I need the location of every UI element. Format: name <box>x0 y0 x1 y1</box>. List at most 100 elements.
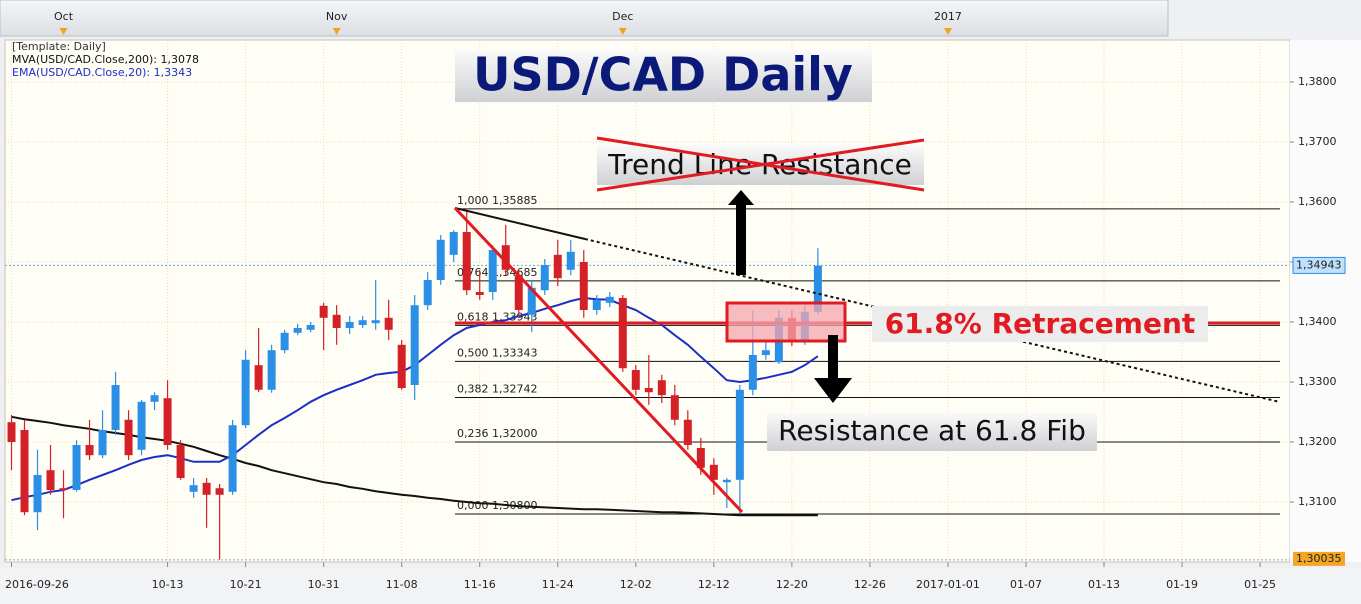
candle-body <box>20 430 29 513</box>
candle-body <box>228 425 237 492</box>
x-tick-label: 12-26 <box>854 578 886 591</box>
x-tick-label: 12-12 <box>698 578 730 591</box>
candle-body <box>345 322 354 328</box>
candle-body <box>813 265 822 312</box>
candle-body <box>449 232 458 255</box>
x-tick-label: 11-16 <box>464 578 496 591</box>
low-price-label: 1,30035 <box>1296 552 1342 565</box>
x-tick-label: 11-24 <box>542 578 574 591</box>
y-tick-label: 1,3800 <box>1298 75 1337 88</box>
x-tick-label: 10-31 <box>308 578 340 591</box>
plot-area <box>4 39 1291 563</box>
candle-body <box>124 419 133 456</box>
x-tick-label: 2017-01-01 <box>916 578 980 591</box>
cross-out <box>596 138 925 192</box>
candle-body <box>631 370 640 390</box>
candle-body <box>215 488 224 495</box>
y-tick-label: 1,3200 <box>1298 435 1337 448</box>
candle-body <box>150 395 159 402</box>
candle-body <box>189 485 198 492</box>
ma-line <box>11 415 818 517</box>
x-tick-label: 01-19 <box>1166 578 1198 591</box>
template-label: [Template: Daily] <box>12 40 106 53</box>
candle-body <box>384 317 393 330</box>
candle-body <box>618 298 627 369</box>
candle-body <box>7 422 16 442</box>
candle-body <box>163 398 172 445</box>
candle-body <box>241 359 250 426</box>
legend-entry: EMA(USD/CAD.Close,20): 1,3343 <box>12 66 192 79</box>
candle-body <box>410 305 419 385</box>
title-box <box>455 50 872 102</box>
candle-body <box>696 448 705 468</box>
candle-body <box>371 320 380 324</box>
month-marker <box>59 28 68 35</box>
x-tick-label: 12-02 <box>620 578 652 591</box>
candle-body <box>514 275 523 310</box>
annotation-box <box>767 413 1097 451</box>
month-label: Dec <box>612 10 633 23</box>
candle-body <box>670 395 679 420</box>
low-price-tag <box>1293 551 1345 566</box>
candle-body <box>72 445 81 490</box>
last-price-tag <box>1292 256 1346 274</box>
y-tick-label: 1,3100 <box>1298 495 1337 508</box>
candle-body <box>280 332 289 351</box>
candle-body <box>540 265 549 291</box>
month-label: Nov <box>326 10 348 23</box>
x-tick-label: 01-13 <box>1088 578 1120 591</box>
candle-body <box>683 419 692 445</box>
y-tick-label: 1,3700 <box>1298 135 1337 148</box>
candle-body <box>579 262 588 310</box>
candle-body <box>709 464 718 480</box>
trend-line <box>454 207 586 240</box>
annotation: 61.8% Retracement <box>885 307 1196 340</box>
x-tick-label: 11-08 <box>386 578 418 591</box>
candle-body <box>735 389 744 480</box>
candle-body <box>423 280 432 306</box>
candle-body <box>488 250 497 292</box>
overlay: USD/CAD Daily Trend Line Resistance 61.8… <box>453 48 1281 514</box>
candle-body <box>436 239 445 280</box>
legend-entry: MVA(USD/CAD.Close,200): 1,3078 <box>12 53 199 66</box>
price-axis <box>1290 40 1361 562</box>
x-tick-label: 01-25 <box>1244 578 1276 591</box>
candle-body <box>111 385 120 430</box>
candle-body <box>267 350 276 390</box>
fib-label: 1,000 1,35885 <box>457 194 537 207</box>
annotation-box <box>872 306 1208 342</box>
candle-body <box>202 482 211 495</box>
candle-body <box>657 380 666 396</box>
x-tick-label: 10-21 <box>230 578 262 591</box>
fib-label: 0,236 1,32000 <box>457 427 537 440</box>
candle-body <box>176 445 185 478</box>
candle-body <box>592 299 601 310</box>
candle-body <box>748 355 757 390</box>
fib-label: 0,500 1,33343 <box>457 346 537 359</box>
fib-label: 0,382 1,32742 <box>457 382 537 395</box>
candle-body <box>254 365 263 390</box>
candle-body <box>33 475 42 513</box>
y-tick-label: 1,3300 <box>1298 375 1337 388</box>
candle-body <box>761 350 770 355</box>
candle-body <box>137 401 146 450</box>
month-label: 2017 <box>934 10 962 23</box>
candle-body <box>553 254 562 279</box>
date-axis <box>0 568 1361 604</box>
annotation: Resistance at 61.8 Fib <box>778 414 1086 447</box>
candle-body <box>319 305 328 318</box>
month-marker <box>332 28 341 35</box>
down-trend-line <box>453 206 744 514</box>
candle-body <box>293 328 302 333</box>
resistance-zone <box>725 301 847 343</box>
x-tick-label: 01-07 <box>1010 578 1042 591</box>
chart-title: USD/CAD Daily <box>473 48 853 102</box>
x-tick-label: 12-20 <box>776 578 808 591</box>
candle-body <box>46 470 55 490</box>
up-arrow <box>728 190 754 275</box>
candle-body <box>397 344 406 388</box>
month-marker <box>618 28 627 35</box>
candle-body <box>462 232 471 291</box>
